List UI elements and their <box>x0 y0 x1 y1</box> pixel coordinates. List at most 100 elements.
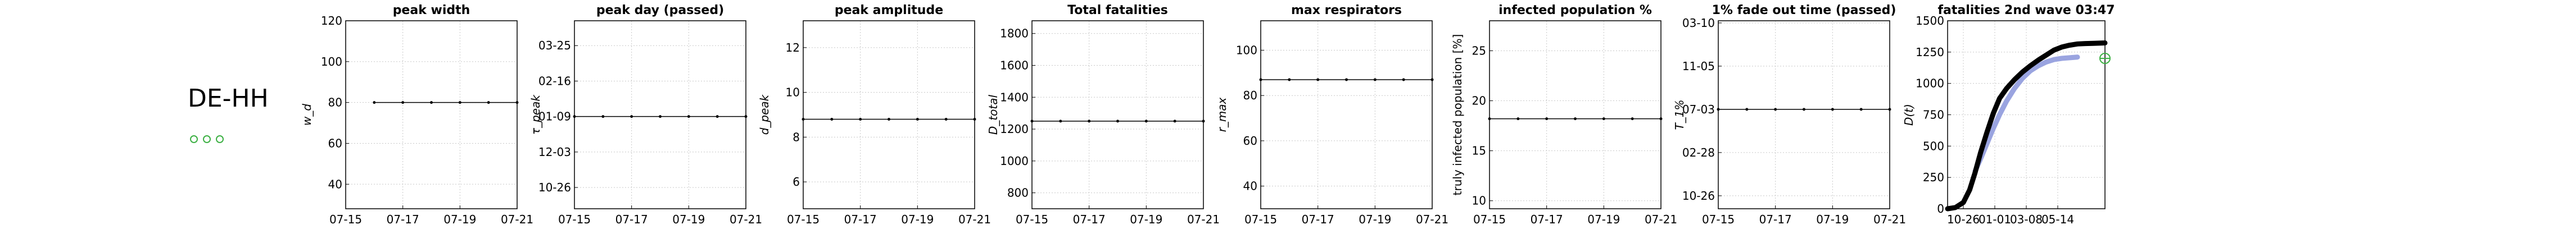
chart-8-ylabel: D(t) <box>1902 104 1916 126</box>
chart-1-point <box>401 101 405 104</box>
chart-8-series-fit <box>1972 54 2080 174</box>
chart-4-xtick-label: 07-17 <box>1073 213 1106 226</box>
chart-5-point <box>1402 78 1405 81</box>
chart-6-ytick-label: 20 <box>1472 94 1486 108</box>
chart-2-point <box>744 115 748 118</box>
chart-2-point <box>573 115 576 118</box>
chart-7-xtick-label: 07-17 <box>1759 213 1792 226</box>
chart-2-ylabel: τ_peak <box>529 94 542 135</box>
chart-5-point <box>1430 78 1434 81</box>
chart-1-ytick-label: 100 <box>321 55 342 68</box>
chart-1-xtick-label: 07-17 <box>387 213 419 226</box>
chart-1-point <box>430 101 433 104</box>
chart-3-title: peak amplitude <box>835 3 943 17</box>
chart-4-point <box>1088 120 1091 123</box>
chart-7-point <box>1859 108 1863 111</box>
chart-6-point <box>1631 117 1634 121</box>
chart-4-ytick-label: 1000 <box>1000 154 1029 168</box>
chart-6-point <box>1659 117 1663 121</box>
chart-8-ytick-label: 750 <box>1923 108 1944 122</box>
chart-5-point <box>1288 78 1291 81</box>
chart-8-xtick-label: 01-01 <box>1979 213 2011 226</box>
chart-3-point <box>859 117 862 121</box>
chart-4-frame <box>1031 20 1204 209</box>
chart-8-ytick-label: 1500 <box>1916 14 1944 27</box>
chart-1-ytick-label: 60 <box>328 136 342 150</box>
chart-1-point <box>515 101 519 104</box>
chart-7-ytick-label: 07-03 <box>1682 103 1715 116</box>
chart-5-point <box>1316 78 1320 81</box>
chart-2-point <box>630 115 633 118</box>
chart-7-ytick-label: 02-28 <box>1682 146 1715 159</box>
chart-1-ytick-label: 40 <box>328 177 342 191</box>
chart-3-xtick-label: 07-17 <box>844 213 877 226</box>
chart-6-point <box>1516 117 1520 121</box>
chart-7-xtick-label: 07-15 <box>1702 213 1735 226</box>
chart-5-ylabel: r_max <box>1215 97 1229 132</box>
chart-3-ytick-label: 12 <box>786 41 800 54</box>
chart-5-xtick-label: 07-15 <box>1244 213 1277 226</box>
status-dot-circle-icon <box>203 135 211 143</box>
chart-7-xtick-label: 07-21 <box>1873 213 1906 226</box>
chart-4-point <box>1173 120 1176 123</box>
chart-8-ytick-label: 500 <box>1923 139 1944 153</box>
chart-8-xtick-label: 03-08 <box>2010 213 2043 226</box>
chart-7-ytick-label: 10-26 <box>1682 189 1715 203</box>
chart-1-xtick-label: 07-19 <box>443 213 476 226</box>
chart-6-title: infected population % <box>1498 3 1652 17</box>
chart-7-point <box>1888 108 1891 111</box>
chart-1-xtick-label: 07-21 <box>501 213 533 226</box>
chart-2-point <box>687 115 690 118</box>
chart-7-point <box>1774 108 1777 111</box>
chart-5-xtick-label: 07-17 <box>1302 213 1334 226</box>
chart-4-point <box>1116 120 1119 123</box>
chart-8-ytick-label: 0 <box>1937 202 1944 215</box>
chart-2-ytick-label: 03-25 <box>538 39 571 52</box>
chart-2-xtick-label: 07-15 <box>558 213 591 226</box>
chart-5-ytick-label: 100 <box>1236 43 1257 57</box>
chart-7-point <box>1745 108 1749 111</box>
chart-1-ytick-label: 80 <box>328 96 342 109</box>
chart-6-ytick-label: 25 <box>1472 44 1486 57</box>
chart-4-xtick-label: 07-19 <box>1130 213 1162 226</box>
chart-5-title: max respirators <box>1291 3 1402 17</box>
chart-1-point <box>373 101 376 104</box>
region-label: DE-HH <box>188 84 269 113</box>
chart-8-series-main <box>1945 40 2108 212</box>
chart-6-point <box>1488 117 1491 121</box>
chart-2-xtick-label: 07-21 <box>730 213 762 226</box>
chart-8-ytick-label: 1250 <box>1916 45 1944 59</box>
chart-4-ytick-label: 800 <box>1007 186 1029 200</box>
chart-3-ylabel: d_peak <box>758 94 771 135</box>
chart-1-ytick-label: 120 <box>321 14 342 27</box>
chart-8-ytick-label: 250 <box>1923 171 1944 184</box>
chart-3-point <box>802 117 805 121</box>
chart-5-point <box>1345 78 1348 81</box>
chart-4-ytick-label: 1200 <box>1000 122 1029 136</box>
status-dot-circle-icon <box>216 135 224 143</box>
chart-1-point <box>487 101 490 104</box>
chart-4-point <box>1202 120 1205 123</box>
chart-1-point <box>458 101 461 104</box>
chart-7-ylabel: T_1% <box>1673 100 1686 130</box>
chart-3-point <box>888 117 890 121</box>
chart-7-xtick-label: 07-19 <box>1816 213 1849 226</box>
chart-6-frame <box>1489 20 1662 209</box>
chart-7-frame <box>1718 20 1890 209</box>
chart-6-ytick-label: 15 <box>1472 144 1486 158</box>
chart-2-point <box>659 115 662 118</box>
chart-2-point <box>601 115 605 118</box>
chart-4-title: Total fatalities <box>1067 3 1168 17</box>
chart-6-point <box>1574 117 1577 121</box>
chart-4-point <box>1059 120 1062 123</box>
chart-2-xtick-label: 07-19 <box>672 213 705 226</box>
chart-2-ytick-label: 02-16 <box>538 74 571 88</box>
chart-6-xtick-label: 07-21 <box>1645 213 1677 226</box>
chart-2-ytick-label: 12-03 <box>538 145 571 159</box>
chart-5-xtick-label: 07-21 <box>1416 213 1448 226</box>
chart-3-ytick-label: 6 <box>793 175 800 189</box>
chart-4-point <box>1030 120 1034 123</box>
chart-3-xtick-label: 07-19 <box>901 213 934 226</box>
chart-5-xtick-label: 07-19 <box>1359 213 1391 226</box>
chart-3-ytick-label: 8 <box>793 130 800 144</box>
